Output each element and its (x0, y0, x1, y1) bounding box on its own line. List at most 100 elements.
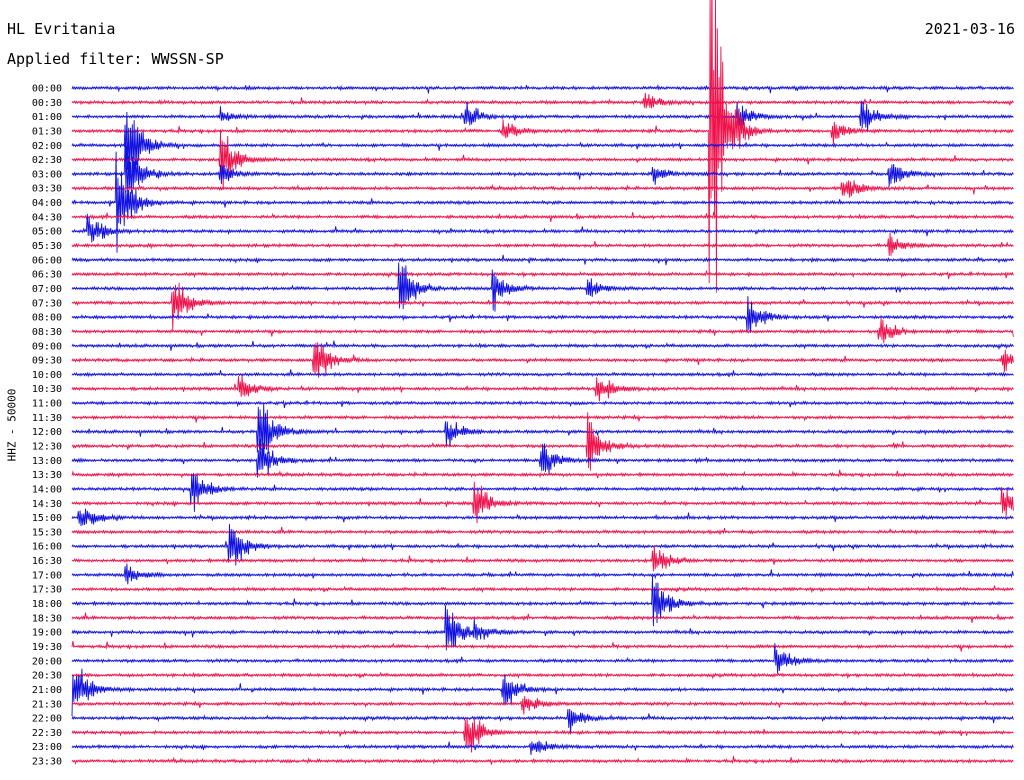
y-tick-label: 22:00 (32, 714, 62, 725)
trace-line (71, 563, 1014, 585)
station-title: HL Evritania (7, 20, 116, 38)
y-tick-label: 02:30 (32, 155, 62, 166)
y-tick-label: 13:30 (32, 470, 62, 481)
y-tick-labels: 00:00 00:30 01:00 01:30 02:00 02:30 03:00 03:30… (32, 84, 62, 768)
trace-line (71, 92, 1014, 109)
record-date: 2021-03-16 (924, 20, 1015, 38)
y-tick-label: 13:00 (32, 456, 62, 467)
y-tick-label: 02:00 (32, 141, 62, 152)
trace-line (71, 151, 1014, 253)
trace-line (71, 469, 1014, 479)
y-tick-label: 18:30 (32, 613, 62, 624)
trace-line (71, 100, 1014, 133)
trace-line (71, 342, 1014, 378)
trace-line (71, 473, 1014, 512)
trace-line (71, 130, 1014, 190)
trace-line (71, 605, 1014, 651)
trace-line (71, 481, 1014, 524)
y-tick-label: 09:00 (32, 341, 62, 352)
trace-line (71, 526, 1014, 535)
y-tick-label: 00:00 (32, 84, 62, 95)
trace-line (71, 83, 1014, 94)
seismic-traces (71, 0, 1014, 765)
y-tick-label: 05:30 (32, 241, 62, 252)
trace-line (71, 317, 1014, 344)
trace-line (71, 254, 1014, 266)
y-tick-label: 10:00 (32, 370, 62, 381)
y-tick-label: 05:00 (32, 227, 62, 238)
y-tick-label: 15:00 (32, 513, 62, 524)
y-tick-label: 14:00 (32, 484, 62, 495)
trace-line (71, 668, 1014, 717)
y-tick-label: 22:30 (32, 728, 62, 739)
y-tick-label: 01:00 (32, 112, 62, 123)
trace-line (71, 438, 1014, 478)
trace-line (71, 213, 1014, 243)
y-tick-label: 12:00 (32, 427, 62, 438)
trace-line (71, 270, 1014, 280)
trace-line (71, 180, 1014, 198)
y-tick-label: 03:30 (32, 184, 62, 195)
y-tick-label: 14:30 (32, 499, 62, 510)
y-tick-label: 04:30 (32, 212, 62, 223)
y-tick-label: 11:30 (32, 413, 62, 424)
y-tick-label: 17:00 (32, 570, 62, 581)
y-tick-label: 09:30 (32, 356, 62, 367)
trace-line (71, 576, 1014, 627)
y-tick-label: 12:30 (32, 442, 62, 453)
trace-line (71, 508, 1014, 526)
y-tick-label: 20:30 (32, 671, 62, 682)
y-tick-label: 00:30 (32, 98, 62, 109)
trace-line (71, 585, 1014, 594)
y-tick-label: 23:30 (32, 757, 62, 768)
trace-line (71, 643, 1014, 674)
trace-line (71, 399, 1014, 409)
y-tick-label: 06:00 (32, 255, 62, 266)
trace-line (71, 282, 1014, 331)
y-tick-label: 06:30 (32, 270, 62, 281)
y-tick-label: 20:00 (32, 656, 62, 667)
y-tick-label: 15:30 (32, 527, 62, 538)
trace-line (71, 708, 1014, 735)
trace-line (71, 740, 1014, 756)
trace-line (71, 414, 1014, 423)
y-tick-label: 16:00 (32, 542, 62, 553)
trace-line (71, 340, 1014, 351)
trace-line (71, 756, 1014, 765)
trace-line (71, 544, 1014, 572)
y-tick-label: 07:00 (32, 284, 62, 295)
y-tick-label: 18:00 (32, 599, 62, 610)
y-tick-label: 23:00 (32, 742, 62, 753)
trace-line (71, 232, 1014, 256)
trace-line (71, 696, 1014, 715)
trace-line (71, 640, 1014, 652)
trace-line (71, 412, 1014, 471)
trace-line (71, 402, 1014, 457)
y-tick-label: 10:30 (32, 384, 62, 395)
y-tick-label: 17:30 (32, 585, 62, 596)
y-tick-label: 21:30 (32, 699, 62, 710)
y-tick-label: 16:30 (32, 556, 62, 567)
trace-line (71, 524, 1014, 566)
trace-line (71, 296, 1014, 334)
trace-line (71, 142, 1014, 204)
trace-line (71, 211, 1014, 222)
trace-line (71, 369, 1014, 378)
y-tick-label: 08:30 (32, 327, 62, 338)
y-tick-label: 08:00 (32, 313, 62, 324)
y-tick-label: 11:00 (32, 399, 62, 410)
trace-line (71, 0, 1014, 293)
trace-line (71, 262, 1014, 312)
trace-line (71, 716, 1014, 753)
y-tick-label: 07:30 (32, 298, 62, 309)
trace-line (71, 671, 1014, 680)
y-tick-label: 19:00 (32, 628, 62, 639)
y-tick-label: 01:30 (32, 126, 62, 137)
trace-line (71, 612, 1014, 623)
y-tick-label: 19:30 (32, 642, 62, 653)
y-tick-label: 03:00 (32, 169, 62, 180)
trace-line (71, 111, 1014, 173)
filter-label: Applied filter: WWSSN-SP (7, 50, 224, 68)
y-tick-label: 04:00 (32, 198, 62, 209)
